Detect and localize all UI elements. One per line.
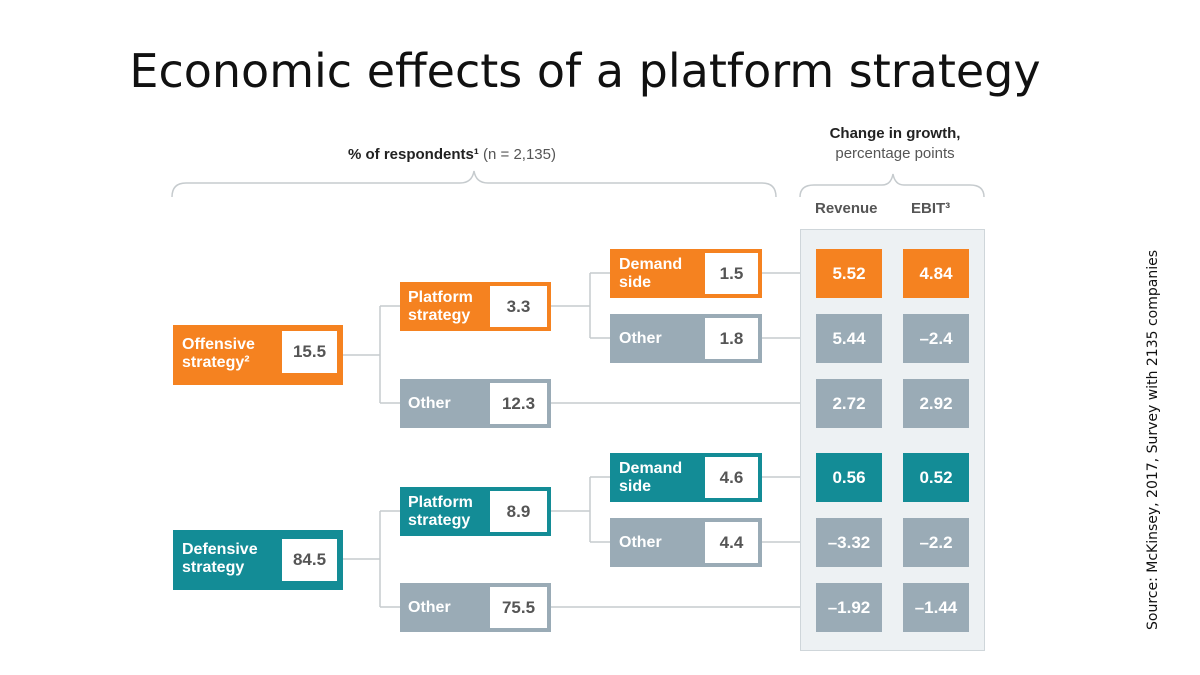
off-platform-value: 3.3 (490, 286, 547, 327)
respondents-brace (171, 170, 777, 198)
off-rows-connector (551, 272, 800, 404)
revenue-row1: 5.52 (816, 249, 882, 298)
revenue-row2: 5.44 (816, 314, 882, 363)
ebit-row2: –2.4 (903, 314, 969, 363)
revenue-row6: –1.92 (816, 583, 882, 632)
defensive-strategy-node: Defensive strategy 84.5 (173, 530, 343, 590)
off-other-label: Other (408, 395, 451, 412)
defensive-value: 84.5 (282, 539, 337, 581)
ebit-row3: 2.92 (903, 379, 969, 428)
offensive-label-line2: strategy² (182, 354, 250, 371)
revenue-row3: 2.72 (816, 379, 882, 428)
def-other-node: Other 75.5 (400, 583, 551, 632)
defensive-connector (343, 510, 400, 608)
off-demand-value: 1.5 (705, 253, 758, 294)
offensive-label-line1: Offensive (182, 336, 255, 353)
def-other-label: Other (408, 599, 451, 616)
revenue-column-header: Revenue (815, 200, 878, 217)
page-title: Economic effects of a platform strategy (129, 44, 1041, 98)
growth-brace (799, 173, 985, 198)
ebit-row6: –1.44 (903, 583, 969, 632)
off-demand-label-line2: side (619, 274, 652, 291)
off-demand-label-line1: Demand (619, 256, 683, 273)
off-platform-other-node: Other 1.8 (610, 314, 762, 363)
ebit-row5: –2.2 (903, 518, 969, 567)
respondents-header: % of respondents¹ (n = 2,135) (348, 146, 556, 163)
def-platform-other-value: 4.4 (705, 522, 758, 563)
def-demand-side-node: Demand side 4.6 (610, 453, 762, 502)
def-other-value: 75.5 (490, 587, 547, 628)
revenue-row4: 0.56 (816, 453, 882, 502)
offensive-strategy-node: Offensive strategy² 15.5 (173, 325, 343, 385)
off-platform-connector (551, 272, 610, 339)
def-demand-value: 4.6 (705, 457, 758, 498)
def-demand-label-line1: Demand (619, 460, 683, 477)
off-platform-label-line1: Platform (408, 289, 473, 306)
ebit-column-header: EBIT³ (911, 200, 951, 217)
off-other-node: Other 12.3 (400, 379, 551, 428)
defensive-label-line2: strategy (182, 559, 245, 576)
growth-header: Change in growth, percentage points (805, 124, 985, 164)
off-platform-strategy-node: Platform strategy 3.3 (400, 282, 551, 331)
def-platform-other-node: Other 4.4 (610, 518, 762, 567)
growth-header-line1: Change in growth, (829, 125, 961, 142)
revenue-row5: –3.32 (816, 518, 882, 567)
off-other-value: 12.3 (490, 383, 547, 424)
def-platform-strategy-node: Platform strategy 8.9 (400, 487, 551, 536)
ebit-row1: 4.84 (903, 249, 969, 298)
def-rows-connector (551, 476, 800, 608)
def-platform-other-label: Other (619, 534, 662, 551)
growth-panel (800, 229, 985, 651)
defensive-label-line1: Defensive (182, 541, 258, 558)
off-platform-label-line2: strategy (408, 307, 471, 324)
off-demand-side-node: Demand side 1.5 (610, 249, 762, 298)
def-platform-label-line2: strategy (408, 512, 471, 529)
offensive-connector (343, 305, 400, 404)
source-note: Source: McKinsey, 2017, Survey with 2135… (1145, 249, 1161, 631)
off-platform-other-label: Other (619, 330, 662, 347)
def-platform-label-line1: Platform (408, 494, 473, 511)
respondents-count: (n = 2,135) (483, 146, 556, 163)
def-demand-label-line2: side (619, 478, 652, 495)
growth-header-line2: percentage points (835, 145, 955, 162)
offensive-value: 15.5 (282, 331, 337, 373)
def-platform-value: 8.9 (490, 491, 547, 532)
respondents-label: % of respondents¹ (348, 146, 479, 163)
ebit-row4: 0.52 (903, 453, 969, 502)
off-platform-other-value: 1.8 (705, 318, 758, 359)
def-platform-connector (551, 476, 610, 543)
